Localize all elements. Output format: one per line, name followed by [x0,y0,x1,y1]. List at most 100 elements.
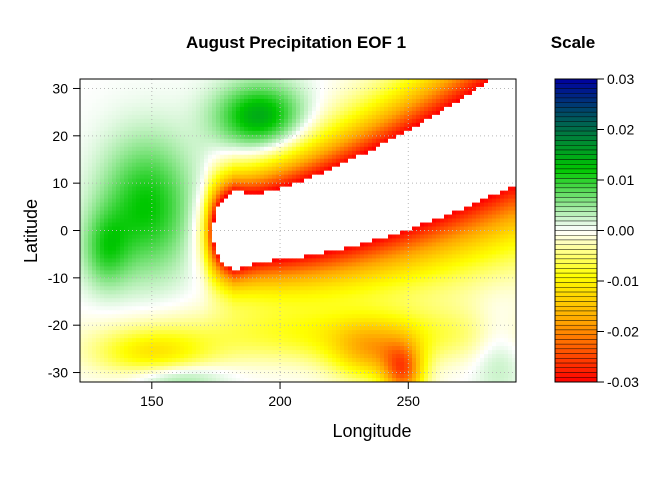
field-cell [508,167,512,171]
field-cell [220,215,224,219]
field-cell [368,167,372,171]
field-cell [332,111,336,115]
field-cell [480,242,484,246]
field-cell [200,199,204,203]
field-cell [104,143,108,147]
field-cell [124,211,128,215]
field-cell [188,167,192,171]
field-cell [144,191,148,195]
field-cell [316,199,320,203]
field-cell [268,91,272,95]
field-cell [272,203,276,207]
field-cell [136,246,140,250]
field-cell [172,83,176,87]
field-cell [332,123,336,127]
field-cell [280,99,284,103]
field-cell [320,163,324,167]
field-cell [508,199,512,203]
field-cell [504,250,508,254]
field-cell [120,107,124,111]
field-cell [360,107,364,111]
field-cell [124,115,128,119]
field-cell [456,195,460,199]
field-cell [436,115,440,119]
field-cell [504,163,508,167]
field-cell [508,254,512,258]
field-cell [252,151,256,155]
field-cell [204,107,208,111]
field-cell [480,238,484,242]
field-cell [180,179,184,183]
field-cell [460,238,464,242]
field-cell [448,234,452,238]
field-cell [332,115,336,119]
field-cell [188,91,192,95]
field-cell [448,238,452,242]
field-cell [404,246,408,250]
field-cell [404,187,408,191]
field-cell [300,139,304,143]
field-cell [256,219,260,223]
field-cell [472,143,476,147]
field-cell [140,234,144,238]
field-cell [100,211,104,215]
field-cell [312,242,316,246]
field-cell [376,107,380,111]
field-cell [200,143,204,147]
field-cell [432,234,436,238]
field-cell [320,223,324,227]
field-cell [360,223,364,227]
field-cell [488,167,492,171]
field-cell [120,103,124,107]
field-cell [288,179,292,183]
field-cell [432,211,436,215]
field-cell [376,211,380,215]
field-cell [272,167,276,171]
field-cell [320,99,324,103]
field-cell [476,143,480,147]
field-cell [448,175,452,179]
field-cell [396,254,400,258]
field-cell [108,127,112,131]
field-cell [108,246,112,250]
field-cell [188,223,192,227]
field-cell [492,215,496,219]
field-cell [320,187,324,191]
field-cell [152,111,156,115]
field-cell [404,195,408,199]
field-cell [228,87,232,91]
field-cell [340,95,344,99]
field-cell [504,159,508,163]
field-cell [360,123,364,127]
field-cell [212,258,216,262]
field-cell [184,127,188,131]
field-cell [440,155,444,159]
field-cell [460,246,464,250]
field-cell [312,95,316,99]
field-cell [368,123,372,127]
field-cell [152,250,156,254]
field-cell [88,111,92,115]
field-cell [176,107,180,111]
field-cell [156,258,160,262]
field-cell [168,211,172,215]
field-cell [304,234,308,238]
field-cell [288,131,292,135]
field-cell [192,246,196,250]
field-cell [504,107,508,111]
field-cell [280,167,284,171]
field-cell [108,159,112,163]
field-cell [328,187,332,191]
field-cell [208,207,212,211]
field-cell [152,219,156,223]
field-cell [168,171,172,175]
field-cell [356,238,360,242]
field-cell [328,199,332,203]
field-cell [252,167,256,171]
field-cell [224,231,228,235]
field-cell [224,238,228,242]
field-cell [312,103,316,107]
field-cell [172,258,176,262]
field-cell [304,91,308,95]
field-cell [492,219,496,223]
